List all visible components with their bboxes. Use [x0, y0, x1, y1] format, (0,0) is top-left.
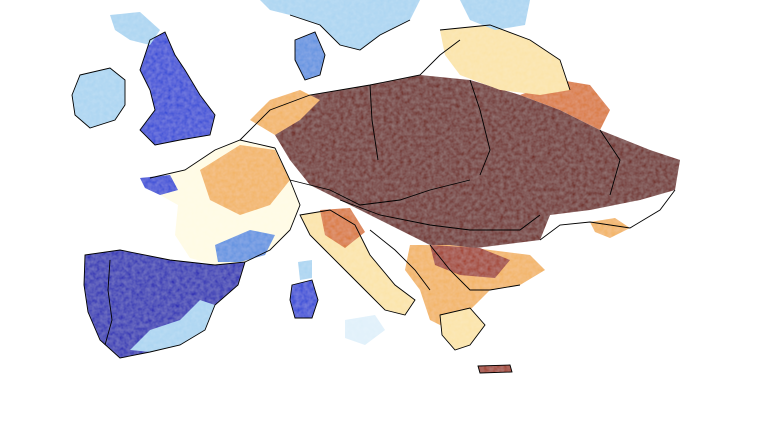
coast-denmark [294, 31, 326, 81]
sardinia-region [290, 280, 318, 318]
ireland-region [72, 68, 125, 128]
iberia-coast-light [130, 300, 215, 352]
coast-finland-baltics [439, 24, 571, 91]
coast-italy [299, 209, 416, 316]
scotland-isles [110, 12, 160, 45]
borders-layer [71, 14, 676, 374]
border-germany-poland [369, 84, 379, 161]
great-britain-region [140, 32, 215, 145]
coast-greece [439, 307, 486, 351]
coast-france [149, 139, 276, 179]
brittany-wet [140, 175, 178, 195]
scandinavia-region [260, 0, 420, 50]
border-spain-portugal [104, 259, 113, 346]
coast-great-britain [139, 31, 216, 146]
crete-region [478, 365, 512, 373]
border-danube [339, 199, 541, 231]
border-poland-east [469, 79, 491, 176]
north-german-light [250, 90, 320, 135]
finland-east [460, 0, 530, 30]
crimea-region [590, 218, 630, 238]
border-ukraine-russia [599, 129, 621, 196]
coast-scandinavia [289, 14, 411, 51]
coast-adriatic [369, 229, 431, 291]
border-alps [289, 179, 471, 206]
france-dry-band [200, 145, 290, 215]
land-fill-layer [72, 0, 680, 373]
coast-sardinia [289, 279, 319, 319]
coast-black-sea [539, 189, 676, 241]
italy-north-dry [320, 208, 365, 248]
coast-iberia [83, 249, 246, 359]
border-balkans [429, 244, 521, 291]
greece-region [440, 308, 485, 350]
corsica-region [298, 260, 312, 280]
iberia-region [84, 250, 245, 358]
baltic-region [440, 25, 570, 95]
ukraine-east-dry [590, 140, 680, 200]
coast-crete [477, 364, 513, 374]
denmark-region [295, 32, 325, 80]
france-wet-south [215, 230, 275, 262]
border-france-east [244, 147, 301, 263]
italy-south-wet [345, 315, 385, 345]
coast-ireland [71, 67, 126, 129]
